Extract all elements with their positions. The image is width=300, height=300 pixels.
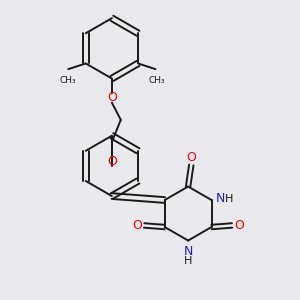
Text: H: H <box>184 256 192 266</box>
Text: CH₃: CH₃ <box>148 76 165 85</box>
Text: O: O <box>234 219 244 232</box>
Text: O: O <box>186 152 196 164</box>
Text: N: N <box>215 192 225 205</box>
Text: O: O <box>107 154 117 168</box>
Text: N: N <box>183 245 193 258</box>
Text: H: H <box>225 194 233 204</box>
Text: O: O <box>132 219 142 232</box>
Text: CH₃: CH₃ <box>59 76 76 85</box>
Text: O: O <box>107 91 117 104</box>
